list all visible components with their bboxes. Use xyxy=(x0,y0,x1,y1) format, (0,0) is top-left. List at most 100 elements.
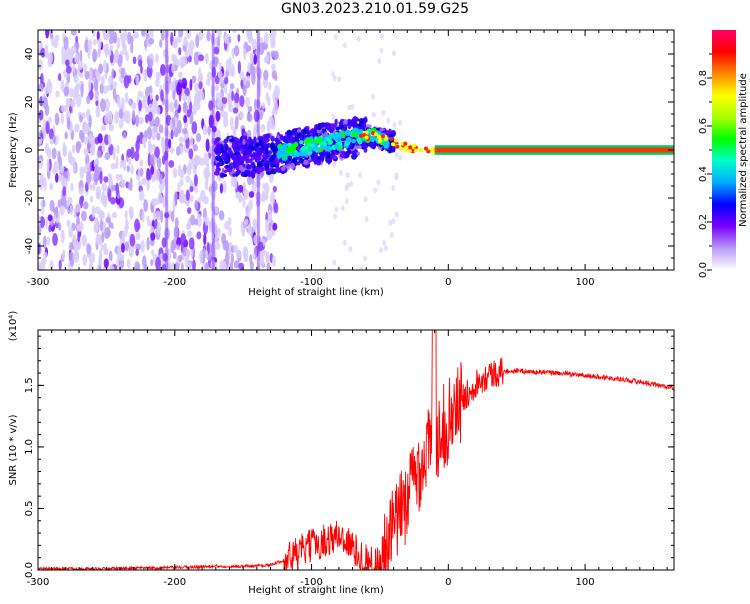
noise-cell xyxy=(78,187,85,195)
noise-cell xyxy=(233,260,240,269)
heatmap-noise-region xyxy=(38,30,403,270)
noise-cell xyxy=(207,125,211,136)
noise-cell xyxy=(146,169,152,181)
noise-cell xyxy=(103,134,109,146)
noise-cell xyxy=(124,209,128,220)
noise-cell xyxy=(100,243,104,251)
noise-cell xyxy=(124,92,129,104)
noise-cell xyxy=(271,70,277,80)
track-cell xyxy=(243,147,249,155)
noise-cell xyxy=(62,142,66,156)
y-tick-label: -40 xyxy=(24,238,35,254)
noise-cell xyxy=(130,42,134,54)
noise-cell xyxy=(39,173,45,184)
noise-cell xyxy=(183,101,188,110)
noise-cell xyxy=(101,143,105,153)
noise-cell xyxy=(134,150,140,162)
noise-cell xyxy=(170,210,175,222)
noise-cell xyxy=(196,99,201,111)
noise-cell xyxy=(60,229,65,244)
track-cell xyxy=(223,156,229,162)
noise-cell xyxy=(66,219,71,228)
noise-cell xyxy=(224,82,228,95)
noise-cell xyxy=(104,152,111,161)
track-cell xyxy=(259,171,265,177)
y-tick-label: 0.5 xyxy=(24,501,35,517)
track-core-cell xyxy=(403,141,408,146)
noise-cell xyxy=(95,191,101,200)
track-cell xyxy=(313,151,318,158)
track-core-cell xyxy=(351,138,356,144)
x-tick-label: 100 xyxy=(576,577,595,588)
noise-cell xyxy=(73,208,77,219)
noise-cell xyxy=(178,189,185,204)
noise-cell xyxy=(48,128,54,141)
noise-cell xyxy=(125,51,130,62)
noise-cell xyxy=(94,222,99,232)
track-cell xyxy=(270,135,275,142)
noise-cell xyxy=(48,116,52,124)
noise-cell xyxy=(248,199,253,211)
noise-cell xyxy=(48,224,52,233)
noise-cell xyxy=(64,131,68,140)
noise-cell xyxy=(94,206,101,215)
noise-cell xyxy=(143,139,147,149)
track-cell xyxy=(216,162,221,167)
noise-cell xyxy=(379,47,384,54)
noise-cell xyxy=(62,249,66,260)
noise-cell xyxy=(349,180,354,187)
noise-cell xyxy=(52,233,58,246)
noise-cell xyxy=(49,30,54,40)
noise-cell xyxy=(111,211,118,219)
noise-cell xyxy=(60,165,65,174)
noise-cell xyxy=(147,58,153,69)
noise-cell xyxy=(66,200,71,207)
noise-cell xyxy=(380,33,385,40)
track-cell xyxy=(355,145,360,150)
noise-cell xyxy=(101,230,105,244)
noise-cell xyxy=(118,118,124,129)
track-core-cell xyxy=(276,151,281,155)
track-cell xyxy=(242,138,246,145)
noise-cell xyxy=(111,68,115,80)
noise-cell xyxy=(146,178,150,192)
track-core-cell xyxy=(276,154,282,159)
noise-cell xyxy=(241,227,246,237)
noise-cell xyxy=(89,254,93,264)
noise-cell xyxy=(170,129,174,140)
noise-cell xyxy=(268,81,272,92)
noise-cell xyxy=(219,259,224,270)
noise-cell xyxy=(171,63,175,74)
noise-cell xyxy=(235,249,242,259)
noise-cell xyxy=(178,47,182,56)
noise-cell xyxy=(268,223,272,231)
noise-cell xyxy=(332,259,337,266)
noise-cell xyxy=(101,182,108,192)
track-cell xyxy=(232,140,238,147)
noise-cell xyxy=(342,42,347,49)
noise-cell xyxy=(274,202,279,214)
track-core-cell xyxy=(393,138,398,143)
track-cell xyxy=(215,167,221,172)
noise-cell xyxy=(203,196,209,205)
noise-cell xyxy=(363,196,368,203)
track-cell xyxy=(215,155,222,161)
noise-cell xyxy=(60,113,65,125)
track-cell xyxy=(320,155,325,163)
track-cell xyxy=(321,128,326,133)
noise-cell xyxy=(253,234,258,245)
noise-cell xyxy=(206,30,211,42)
track-cell xyxy=(344,153,350,158)
noise-cell xyxy=(265,92,270,102)
noise-cell xyxy=(140,239,145,253)
noise-cell xyxy=(217,70,223,79)
colorbar-axis: 0.0 0.2 0.4 0.6 0.8 xyxy=(698,53,712,278)
noise-cell xyxy=(91,205,96,218)
noise-cell xyxy=(106,227,111,238)
colorbar-tick-label: 0.6 xyxy=(698,118,709,134)
noise-cell xyxy=(193,218,199,226)
noise-cell xyxy=(123,131,127,140)
noise-cell xyxy=(151,197,157,207)
noise-cell xyxy=(252,65,256,79)
noise-cell xyxy=(82,121,89,135)
